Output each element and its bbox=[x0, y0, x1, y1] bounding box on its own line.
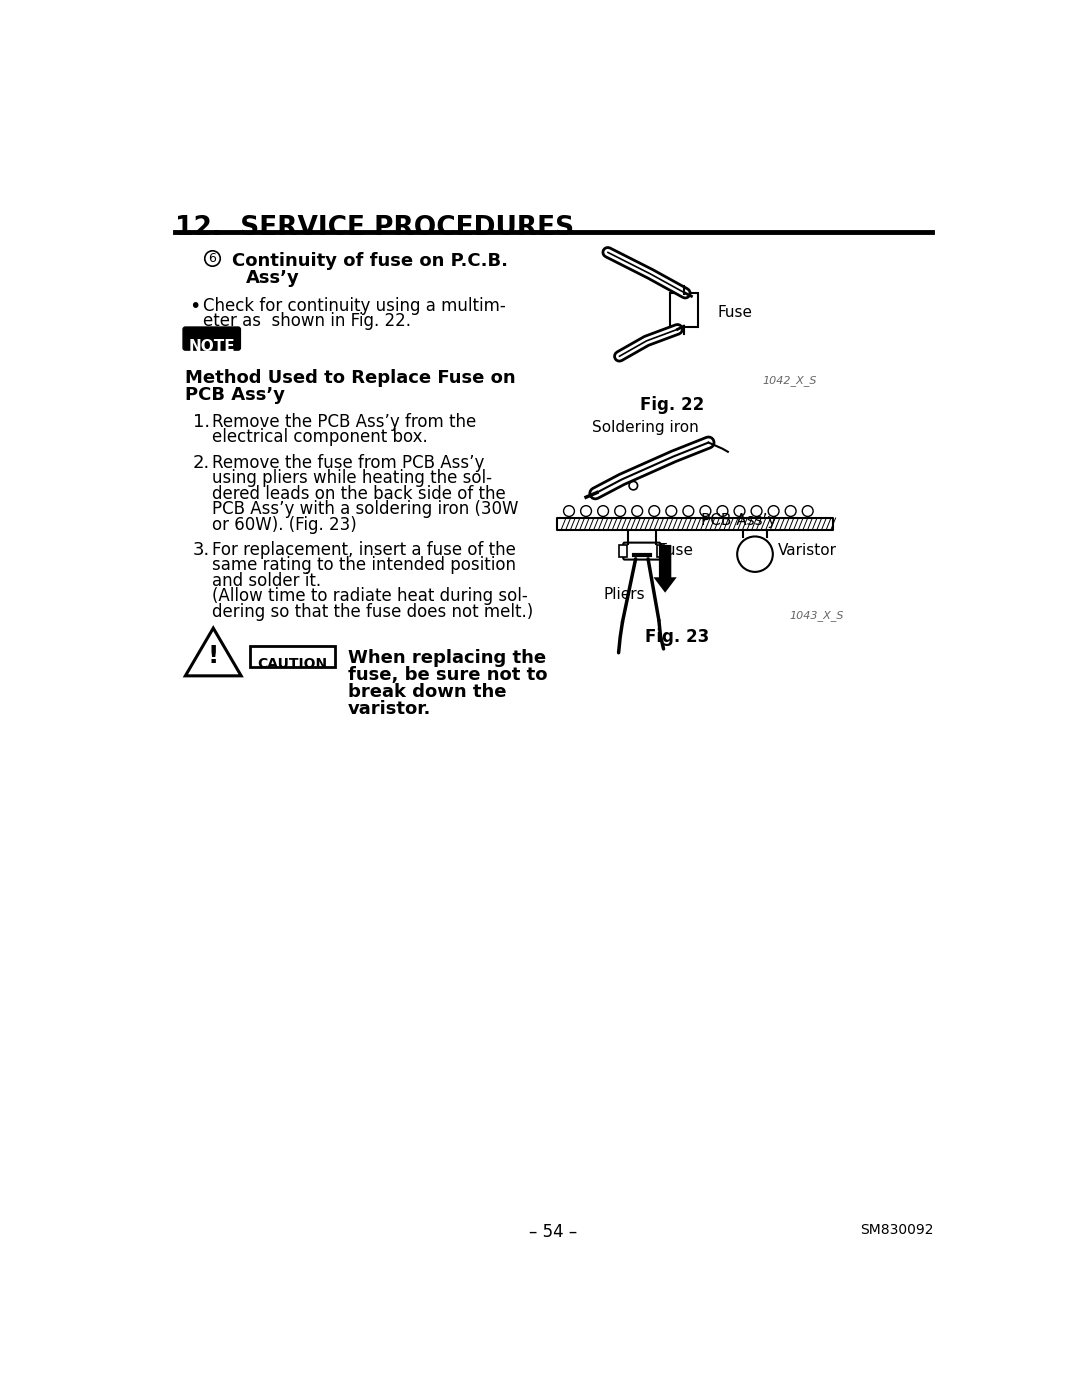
Text: electrical component box.: electrical component box. bbox=[213, 427, 429, 446]
Text: dered leads on the back side of the: dered leads on the back side of the bbox=[213, 485, 507, 503]
FancyArrow shape bbox=[653, 545, 677, 592]
Circle shape bbox=[785, 506, 796, 517]
Text: 1043_X_S: 1043_X_S bbox=[789, 610, 845, 622]
Circle shape bbox=[683, 506, 693, 517]
Text: 6: 6 bbox=[208, 251, 216, 265]
Text: PCB Ass’y: PCB Ass’y bbox=[186, 386, 285, 404]
Text: Pliers: Pliers bbox=[603, 587, 645, 602]
Circle shape bbox=[700, 506, 711, 517]
Text: 1042_X_S: 1042_X_S bbox=[762, 376, 818, 387]
Text: (Allow time to radiate heat during sol-: (Allow time to radiate heat during sol- bbox=[213, 587, 528, 605]
Text: CAUTION: CAUTION bbox=[257, 658, 327, 672]
Text: SM830092: SM830092 bbox=[860, 1222, 933, 1236]
Text: dering so that the fuse does not melt.): dering so that the fuse does not melt.) bbox=[213, 602, 534, 620]
Text: Fuse: Fuse bbox=[658, 542, 693, 557]
Text: Continuity of fuse on P.C.B.: Continuity of fuse on P.C.B. bbox=[232, 253, 508, 271]
Text: For replacement, insert a fuse of the: For replacement, insert a fuse of the bbox=[213, 541, 516, 559]
Text: eter as  shown in Fig. 22.: eter as shown in Fig. 22. bbox=[203, 313, 411, 331]
Ellipse shape bbox=[738, 536, 773, 571]
Text: •: • bbox=[189, 298, 201, 316]
Text: 2.: 2. bbox=[193, 454, 211, 472]
Text: or 60W). (Fig. 23): or 60W). (Fig. 23) bbox=[213, 515, 357, 534]
Text: PCB Ass’y with a soldering iron (30W: PCB Ass’y with a soldering iron (30W bbox=[213, 500, 519, 518]
Text: !: ! bbox=[207, 644, 219, 668]
Circle shape bbox=[751, 506, 762, 517]
Circle shape bbox=[666, 506, 677, 517]
Circle shape bbox=[734, 506, 745, 517]
Text: NOTE: NOTE bbox=[188, 338, 235, 353]
FancyBboxPatch shape bbox=[249, 645, 335, 668]
Text: PCB Ass’y: PCB Ass’y bbox=[701, 513, 777, 528]
Circle shape bbox=[581, 506, 592, 517]
Text: Ass’y: Ass’y bbox=[246, 270, 299, 288]
Text: 3.: 3. bbox=[193, 541, 211, 559]
Text: Fuse: Fuse bbox=[718, 305, 753, 320]
Text: Varistor: Varistor bbox=[779, 542, 837, 557]
Text: and solder it.: and solder it. bbox=[213, 571, 322, 590]
Text: When replacing the: When replacing the bbox=[348, 648, 546, 666]
Circle shape bbox=[564, 506, 575, 517]
Circle shape bbox=[629, 482, 637, 490]
Circle shape bbox=[768, 506, 779, 517]
Text: break down the: break down the bbox=[348, 683, 507, 701]
Circle shape bbox=[717, 506, 728, 517]
FancyBboxPatch shape bbox=[183, 327, 241, 351]
Circle shape bbox=[649, 506, 660, 517]
Text: Remove the PCB Ass’y from the: Remove the PCB Ass’y from the bbox=[213, 412, 476, 430]
FancyBboxPatch shape bbox=[670, 293, 698, 327]
Text: 1.: 1. bbox=[193, 412, 211, 430]
Text: – 54 –: – 54 – bbox=[529, 1222, 578, 1241]
Text: Soldering iron: Soldering iron bbox=[592, 420, 699, 436]
Text: using pliers while heating the sol-: using pliers while heating the sol- bbox=[213, 469, 492, 488]
Circle shape bbox=[615, 506, 625, 517]
Text: 12.  SERVICE PROCEDURES: 12. SERVICE PROCEDURES bbox=[175, 215, 575, 242]
Text: Check for continuity using a multim-: Check for continuity using a multim- bbox=[203, 298, 505, 314]
FancyBboxPatch shape bbox=[657, 545, 664, 557]
Circle shape bbox=[632, 506, 643, 517]
Text: fuse, be sure not to: fuse, be sure not to bbox=[348, 666, 548, 683]
Text: Remove the fuse from PCB Ass’y: Remove the fuse from PCB Ass’y bbox=[213, 454, 485, 472]
Text: Fig. 22: Fig. 22 bbox=[640, 397, 704, 415]
Text: same rating to the intended position: same rating to the intended position bbox=[213, 556, 516, 574]
FancyBboxPatch shape bbox=[619, 545, 627, 557]
Text: varistor.: varistor. bbox=[348, 700, 432, 718]
Circle shape bbox=[597, 506, 608, 517]
Text: Method Used to Replace Fuse on: Method Used to Replace Fuse on bbox=[186, 369, 516, 387]
Circle shape bbox=[802, 506, 813, 517]
Text: Fig. 23: Fig. 23 bbox=[646, 629, 710, 645]
FancyBboxPatch shape bbox=[623, 542, 661, 560]
